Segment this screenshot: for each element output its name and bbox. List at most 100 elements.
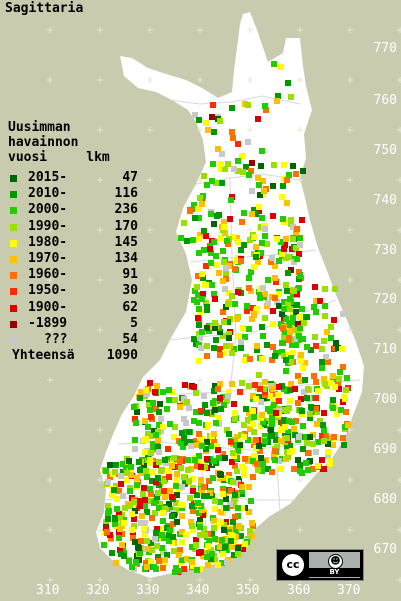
observation-square [197,435,203,441]
observation-square [222,455,228,461]
legend-year: 1980- [28,234,68,250]
observation-square [260,333,266,339]
observation-squares [101,61,351,575]
observation-square [297,325,303,331]
observation-square [132,446,138,452]
observation-square [321,438,327,444]
observation-square [231,401,237,407]
observation-square [254,461,260,467]
observation-square [196,322,202,328]
observation-square [190,508,196,514]
observation-square [245,102,251,108]
observation-square [254,306,260,312]
observation-square [196,420,202,426]
observation-square [281,334,287,340]
legend-swatch [10,191,17,199]
observation-square [290,163,296,169]
observation-square [114,496,120,502]
observation-square [205,127,211,133]
observation-square [116,511,122,517]
observation-square [220,278,226,284]
observation-square [220,491,226,497]
observation-square [155,475,161,481]
grid-mark [247,577,253,583]
observation-square [280,340,286,346]
observation-square [261,188,267,194]
observation-square [244,303,250,309]
observation-square [334,411,340,417]
observation-square [156,409,162,415]
observation-square [245,437,251,443]
observation-square [209,282,215,288]
observation-square [113,560,119,566]
x-tick: 330 [136,583,160,598]
observation-square [233,442,239,448]
observation-square [190,476,196,482]
observation-square [249,316,255,322]
grid-mark [397,227,401,233]
observation-square [257,295,263,301]
observation-square [217,118,223,124]
observation-square [235,333,241,339]
observation-square [221,219,227,225]
observation-square [150,400,156,406]
legend-swatch [10,336,17,344]
observation-square [269,255,275,261]
observation-square [304,395,310,401]
observation-square [187,495,193,501]
observation-square [144,538,150,544]
x-tick: 350 [236,583,260,598]
observation-square [259,324,265,330]
observation-square [222,544,228,550]
legend-swatch [10,175,17,182]
observation-square [148,414,154,420]
observation-square [283,255,289,261]
observation-square [231,166,237,172]
observation-square [129,527,135,533]
observation-square [194,442,200,448]
observation-square [251,264,257,270]
observation-square [195,292,201,298]
observation-square [285,301,291,307]
observation-square [204,410,210,416]
observation-square [292,432,298,438]
observation-square [299,217,305,223]
observation-square [210,400,216,406]
observation-square [251,234,257,240]
observation-square [151,500,157,506]
grid-mark [347,477,353,483]
observation-square [183,532,189,538]
grid-mark [147,177,153,183]
legend-swatch [10,255,17,263]
observation-square [166,538,172,544]
observation-square [222,350,228,356]
observation-square [229,293,235,299]
observation-square [204,456,210,462]
observation-square [141,485,147,491]
grid-mark [147,277,153,283]
observation-square [204,353,210,359]
legend-count: 47 [122,170,138,185]
observation-square [195,273,201,279]
cc-by-license-badge[interactable]: cc ☻ BY [276,549,364,581]
grid-mark [297,127,303,133]
observation-square [293,342,299,348]
observation-square [188,519,194,525]
observation-square [217,329,223,335]
observation-square [219,151,225,157]
observation-square [262,233,268,239]
observation-square [293,309,299,315]
observation-square [231,503,237,509]
observation-square [166,468,172,474]
observation-square [143,560,149,566]
observation-square [251,414,257,420]
observation-square [232,266,238,272]
observation-square [217,544,223,550]
observation-square [232,437,238,443]
observation-square [308,347,314,353]
by-panel: ☻ BY [309,552,360,578]
observation-square [289,342,295,348]
observation-square [160,510,166,516]
observation-square [274,299,280,305]
observation-square [280,183,286,189]
